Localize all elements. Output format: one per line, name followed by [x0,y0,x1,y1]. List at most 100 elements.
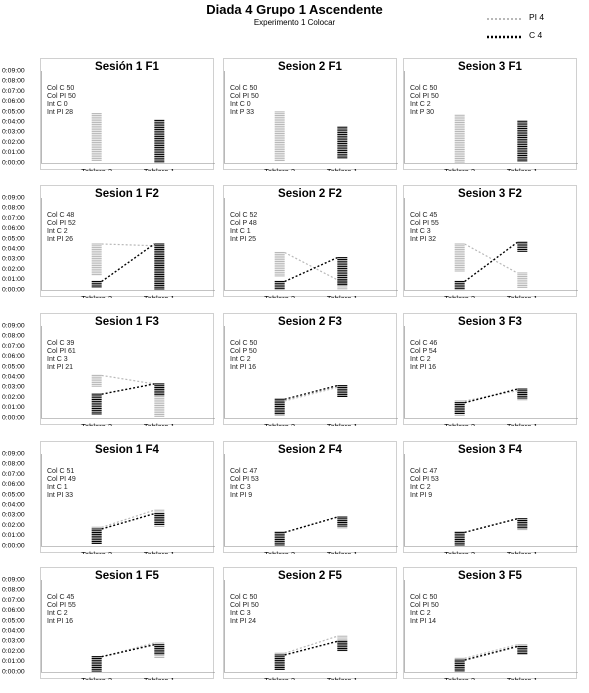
stat-line: Col C 48 [47,212,75,219]
panel-title: Sesion 3 F5 [458,570,522,582]
stat-line: Int C 0 [47,101,68,108]
series-marks-c [154,243,165,290]
series-connector-c [284,256,338,283]
y-tick-label: 0:05:00 [2,235,25,242]
panel-plot: Tablero 2 Tablero 1 [41,580,215,680]
x-tick-label: Tablero 1 [327,294,358,298]
stat-line: Col C 52 [230,212,258,219]
y-tick-label: 0:09:00 [2,194,25,201]
panel-stats: Col C 52 Col P 48 Int C 1 Int PI 25 [230,212,257,244]
series-marks-pi [91,243,102,276]
stat-line: Col C 50 [230,594,258,601]
y-tick-label: 0:02:00 [2,394,25,401]
y-tick-label: 0:00:00 [2,286,25,293]
stat-line: Int PI 14 [410,618,437,625]
y-tick-label: 0:06:00 [2,481,25,488]
y-tick-label: 0:09:00 [2,67,25,74]
stat-line: Int PI 21 [47,364,74,371]
series-marks-c [517,241,528,252]
panel-plot: Tablero 2 Tablero 1 [404,580,578,680]
series-marks-c [154,513,165,525]
x-tick-label: Tablero 1 [507,550,538,554]
legend-swatch-pi [487,18,523,20]
series-marks-c [454,280,465,290]
panel-plot: Tablero 2 Tablero 1 [224,580,398,680]
y-tick-label: 0:09:00 [2,576,25,583]
series-connector-c [101,383,155,395]
panel-title: Sesión 1 F1 [95,61,159,73]
series-connector-c [464,518,518,534]
x-tick-label: Tablero 2 [81,294,112,298]
chart-panel: Sesion 1 F2 Col C 48 Col PI 52 Int C 2 Int P… [40,185,215,298]
stat-line: Col C 50 [230,85,258,92]
y-tick-label: 0:03:00 [2,129,25,136]
legend-item-c: C 4 [485,30,585,44]
y-tick-label: 0:05:00 [2,108,25,115]
chart-title: Diada 4 Grupo 1 Ascendente [206,2,383,17]
x-tick-label: Tablero 2 [264,294,295,298]
y-tick-label: 0:02:00 [2,139,25,146]
panel-plot: Tablero 2 Tablero 1 [224,454,398,554]
x-tick-label: Tablero 1 [144,550,175,554]
stat-line: Int C 2 [410,101,431,108]
stat-line: Col PI 53 [230,476,259,483]
stat-line: Col C 50 [230,340,258,347]
stat-line: Int C 3 [230,610,251,617]
y-tick-label: 0:01:00 [2,149,25,156]
series-marks-c [454,402,465,415]
stat-line: Col PI 50 [410,93,439,100]
series-connector-c [284,384,338,400]
panel-plot: Tablero 2 Tablero 1 [404,454,578,554]
y-tick-label: 0:04:00 [2,502,25,509]
panel-stats: Col C 45 Col PI 55 Int C 2 Int PI 16 [47,594,76,626]
y-tick-label: 0:08:00 [2,78,25,85]
y-axis: 0:00:00 0:01:00 0:02:00 0:03:00 0:04:00 0:05:… [2,450,25,549]
panel-stats: Col C 50 Col PI 50 Int C 3 Int PI 24 [230,594,259,626]
y-tick-label: 0:00:00 [2,414,25,421]
chart-panel: Sesion 2 F2 Col C 52 Col P 48 Int C 1 Int PI… [223,185,398,298]
series-marks-c [91,280,102,288]
panel-title: Sesion 3 F4 [458,444,522,456]
y-axis-container: 0:00:00 0:01:00 0:02:00 0:03:00 0:04:00 0:05:… [0,441,40,553]
panel-title: Sesion 2 F1 [278,61,342,73]
x-tick-label: Tablero 2 [444,676,475,680]
x-tick-label: Tablero 1 [144,167,175,171]
stat-line: Int C 1 [47,484,68,491]
y-tick-label: 0:00:00 [2,159,25,166]
stat-line: Int C 0 [230,101,251,108]
panel-title: Sesion 2 F2 [278,188,342,200]
series-marks-c [274,398,285,415]
stat-line: Col C 47 [230,468,258,475]
x-tick-label: Tablero 2 [444,167,475,171]
series-marks-c [517,518,528,529]
y-tick-label: 0:06:00 [2,353,25,360]
series-marks-c [517,645,528,655]
y-tick-label: 0:06:00 [2,98,25,105]
x-tick-label: Tablero 2 [444,550,475,554]
series-connector-c [284,516,338,534]
series-connector-c [284,640,338,656]
panel-title: Sesion 2 F4 [278,444,342,456]
y-tick-label: 0:02:00 [2,522,25,529]
x-tick-label: Tablero 1 [327,676,358,680]
series-connector-pi [101,509,155,528]
series-marks-c [337,516,348,527]
panel-stats: Col C 51 Col PI 49 Int C 1 Int PI 33 [47,468,76,500]
panel-stats: Col C 48 Col PI 52 Int C 2 Int PI 26 [47,212,76,244]
stat-line: Int PI 28 [47,109,74,116]
chart-panel: Sesion 2 F1 Col C 50 Col PI 50 Int C 0 Int P… [223,58,398,171]
y-axis-container: 0:00:00 0:01:00 0:02:00 0:03:00 0:04:00 0:05:… [0,313,40,425]
y-tick-label: 0:03:00 [2,256,25,263]
series-marks-pi [454,114,465,163]
chart-panel: Sesion 3 F2 Col C 45 Col PI 55 Int C 3 Int P… [403,185,578,298]
legend-label-pi: PI 4 [529,12,545,22]
panel-plot: Tablero 2 Tablero 1 [404,71,578,171]
y-tick-label: 0:00:00 [2,542,25,549]
stat-line: Col PI 55 [410,220,439,227]
series-marks-c [91,656,102,672]
series-connector-c [101,243,155,283]
stat-line: Int C 2 [230,356,251,363]
chart-panel: Sesion 2 F4 Col C 47 Col PI 53 Int C 3 Int P… [223,441,398,554]
panel-title: Sesion 2 F3 [278,316,342,328]
